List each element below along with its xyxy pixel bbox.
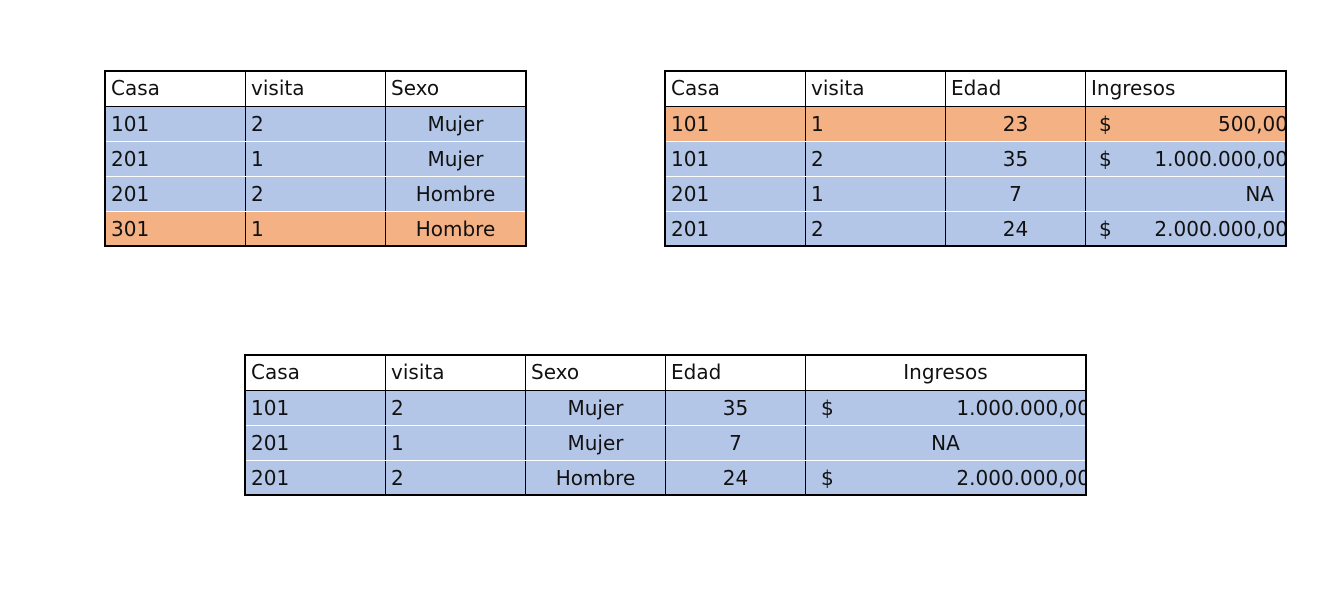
cell-ingresos: NA bbox=[1085, 176, 1286, 212]
table-row: 201 1 Mujer 7 NA bbox=[245, 425, 1086, 461]
cell-ingresos: NA bbox=[805, 425, 1086, 461]
table-header-row: Casa visita Sexo Edad Ingresos bbox=[245, 355, 1086, 391]
header-casa: Casa bbox=[105, 71, 246, 107]
cell-edad: 7 bbox=[665, 425, 806, 461]
amount: 1.000.000,00 bbox=[956, 395, 1086, 420]
header-ingresos: Ingresos bbox=[805, 355, 1086, 391]
amount: 2.000.000,00 bbox=[1154, 216, 1286, 241]
table-header-row: Casa visita Sexo bbox=[105, 71, 526, 107]
table-casa-visita-edad-ingresos: Casa visita Edad Ingresos 101 1 23 $ 500… bbox=[664, 70, 1287, 247]
cell-ingresos: $ 2.000.000,00 bbox=[805, 460, 1086, 495]
currency-symbol: $ bbox=[821, 465, 834, 490]
cell-visita: 1 bbox=[805, 106, 946, 142]
cell-casa: 201 bbox=[245, 460, 386, 495]
amount: NA bbox=[1245, 181, 1274, 206]
table-row-highlighted: 101 1 23 $ 500,00 bbox=[665, 106, 1286, 142]
currency-symbol: $ bbox=[1099, 111, 1112, 136]
header-visita: visita bbox=[245, 71, 386, 107]
cell-casa: 201 bbox=[105, 176, 246, 212]
cell-visita: 1 bbox=[245, 211, 386, 246]
cell-ingresos: $ 500,00 bbox=[1085, 106, 1286, 142]
cell-casa: 101 bbox=[665, 141, 806, 177]
table-row: 101 2 Mujer 35 $ 1.000.000,00 bbox=[245, 390, 1086, 426]
table-row: 201 2 Hombre bbox=[105, 176, 526, 212]
amount: 1.000.000,00 bbox=[1154, 146, 1286, 171]
cell-casa: 201 bbox=[665, 176, 806, 212]
cell-visita: 1 bbox=[385, 425, 526, 461]
cell-edad: 35 bbox=[945, 141, 1086, 177]
cell-sexo: Hombre bbox=[385, 211, 526, 246]
cell-sexo: Mujer bbox=[525, 425, 666, 461]
cell-casa: 201 bbox=[665, 211, 806, 246]
header-sexo: Sexo bbox=[385, 71, 526, 107]
cell-sexo: Hombre bbox=[385, 176, 526, 212]
cell-visita: 1 bbox=[805, 176, 946, 212]
cell-casa: 201 bbox=[245, 425, 386, 461]
cell-edad: 35 bbox=[665, 390, 806, 426]
header-edad: Edad bbox=[665, 355, 806, 391]
header-sexo: Sexo bbox=[525, 355, 666, 391]
currency-symbol: $ bbox=[1099, 146, 1112, 171]
cell-visita: 2 bbox=[385, 390, 526, 426]
cell-visita: 2 bbox=[245, 106, 386, 142]
table-row: 201 1 Mujer bbox=[105, 141, 526, 177]
header-casa: Casa bbox=[665, 71, 806, 107]
cell-casa: 101 bbox=[245, 390, 386, 426]
table-row: 201 1 7 NA bbox=[665, 176, 1286, 212]
table-merged: Casa visita Sexo Edad Ingresos 101 2 Muj… bbox=[244, 354, 1087, 496]
cell-visita: 2 bbox=[245, 176, 386, 212]
amount: 500,00 bbox=[1218, 111, 1286, 136]
header-casa: Casa bbox=[245, 355, 386, 391]
header-visita: visita bbox=[385, 355, 526, 391]
table-row: 201 2 Hombre 24 $ 2.000.000,00 bbox=[245, 460, 1086, 495]
table-row: 101 2 Mujer bbox=[105, 106, 526, 142]
cell-casa: 101 bbox=[665, 106, 806, 142]
table-casa-visita-sexo: Casa visita Sexo 101 2 Mujer 201 1 Mujer… bbox=[104, 70, 527, 247]
currency-symbol: $ bbox=[821, 395, 834, 420]
cell-sexo: Mujer bbox=[385, 141, 526, 177]
cell-visita: 1 bbox=[245, 141, 386, 177]
cell-sexo: Hombre bbox=[525, 460, 666, 495]
cell-ingresos: $ 1.000.000,00 bbox=[1085, 141, 1286, 177]
cell-casa: 101 bbox=[105, 106, 246, 142]
cell-visita: 2 bbox=[805, 211, 946, 246]
header-edad: Edad bbox=[945, 71, 1086, 107]
cell-visita: 2 bbox=[805, 141, 946, 177]
amount: 2.000.000,00 bbox=[956, 465, 1086, 490]
currency-symbol: $ bbox=[1099, 216, 1112, 241]
cell-ingresos: $ 2.000.000,00 bbox=[1085, 211, 1286, 246]
table-header-row: Casa visita Edad Ingresos bbox=[665, 71, 1286, 107]
cell-edad: 23 bbox=[945, 106, 1086, 142]
cell-sexo: Mujer bbox=[525, 390, 666, 426]
table-row: 201 2 24 $ 2.000.000,00 bbox=[665, 211, 1286, 246]
cell-visita: 2 bbox=[385, 460, 526, 495]
cell-casa: 301 bbox=[105, 211, 246, 246]
amount: NA bbox=[931, 430, 960, 455]
header-ingresos: Ingresos bbox=[1085, 71, 1286, 107]
cell-casa: 201 bbox=[105, 141, 246, 177]
cell-edad: 24 bbox=[945, 211, 1086, 246]
cell-ingresos: $ 1.000.000,00 bbox=[805, 390, 1086, 426]
cell-sexo: Mujer bbox=[385, 106, 526, 142]
cell-edad: 7 bbox=[945, 176, 1086, 212]
table-row-highlighted: 301 1 Hombre bbox=[105, 211, 526, 246]
table-row: 101 2 35 $ 1.000.000,00 bbox=[665, 141, 1286, 177]
cell-edad: 24 bbox=[665, 460, 806, 495]
header-visita: visita bbox=[805, 71, 946, 107]
